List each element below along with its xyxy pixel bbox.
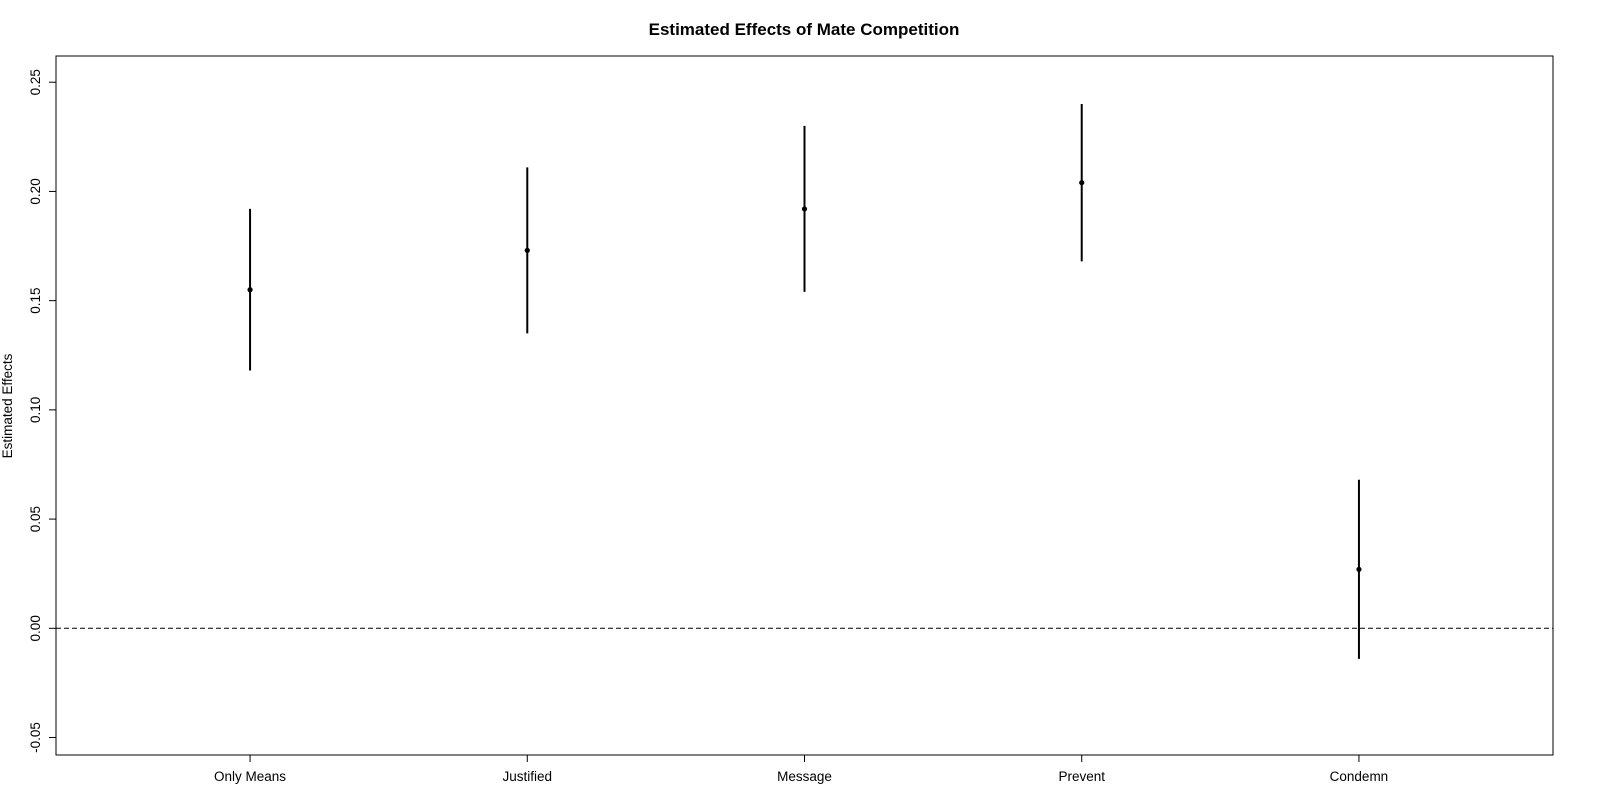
point-estimate [1079, 180, 1085, 186]
y-tick-label: 0.25 [28, 69, 43, 95]
x-axis: Only Means Justified Message Prevent Condemn [214, 755, 1388, 784]
point-estimate [524, 247, 530, 254]
x-tick-label: Message [777, 769, 832, 784]
data-marks [56, 104, 1553, 659]
x-tick-label: Justified [503, 769, 553, 784]
y-tick-label: -0.05 [28, 722, 43, 753]
y-tick-label: 0.05 [28, 506, 43, 532]
chart-title: Estimated Effects of Mate Competition [649, 20, 960, 39]
point-estimate [1356, 566, 1362, 572]
point-estimate [247, 287, 253, 293]
point-estimate [801, 206, 808, 212]
x-tick-label: Prevent [1058, 769, 1105, 784]
y-axis-label: Estimated Effects [0, 353, 15, 458]
y-tick-label: 0.10 [28, 397, 43, 423]
y-tick-label: 0.00 [28, 615, 43, 641]
y-tick-label: 0.15 [28, 288, 43, 314]
y-tick-label: 0.20 [28, 178, 43, 204]
y-axis: -0.05 0.00 0.05 0.10 0.15 0.20 0.25 [28, 69, 56, 753]
x-tick-label: Only Means [214, 769, 286, 784]
x-tick-label: Condemn [1330, 769, 1389, 784]
